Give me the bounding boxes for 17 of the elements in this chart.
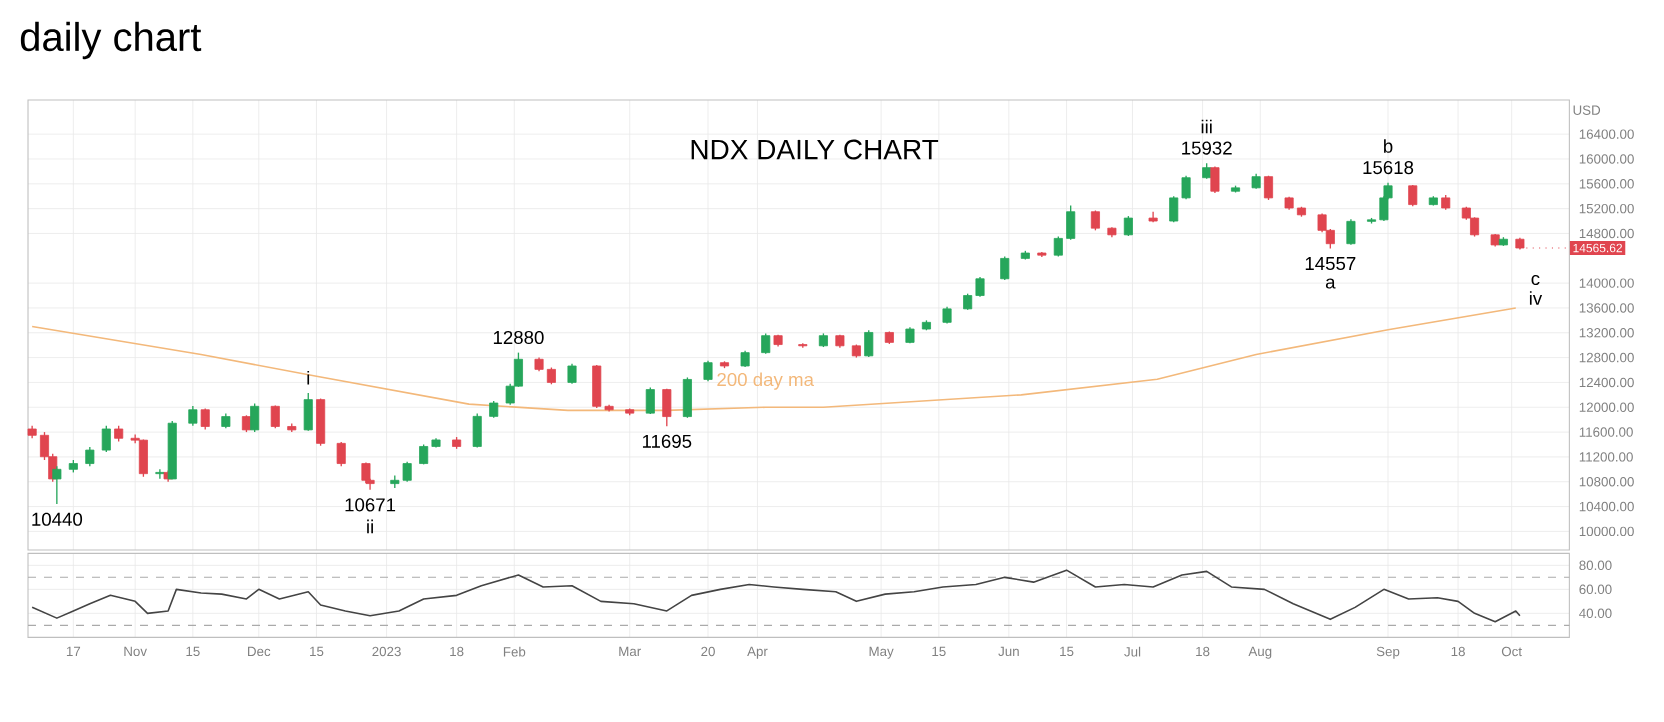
annotation: b: [1384, 139, 1393, 153]
annotation: 15932: [1182, 141, 1232, 155]
annotation: c: [1531, 274, 1540, 286]
annotation: ii: [367, 519, 373, 534]
annotation: 11695: [642, 434, 692, 448]
annotation: a: [1325, 278, 1336, 289]
annotation: NDX DAILY CHART: [691, 139, 939, 160]
annotation: iv: [1529, 291, 1543, 305]
annotation: i: [307, 370, 310, 385]
annotation: iii: [1201, 119, 1212, 134]
series-label: 200 day ma: [717, 372, 814, 390]
annotation: 15618: [1363, 160, 1414, 175]
chart-title: daily chart: [20, 21, 202, 60]
annotation: 10440: [32, 512, 83, 526]
annotation: 14557: [1305, 257, 1356, 271]
annotation: 12880: [493, 330, 544, 345]
annotation: 10671: [345, 498, 396, 512]
